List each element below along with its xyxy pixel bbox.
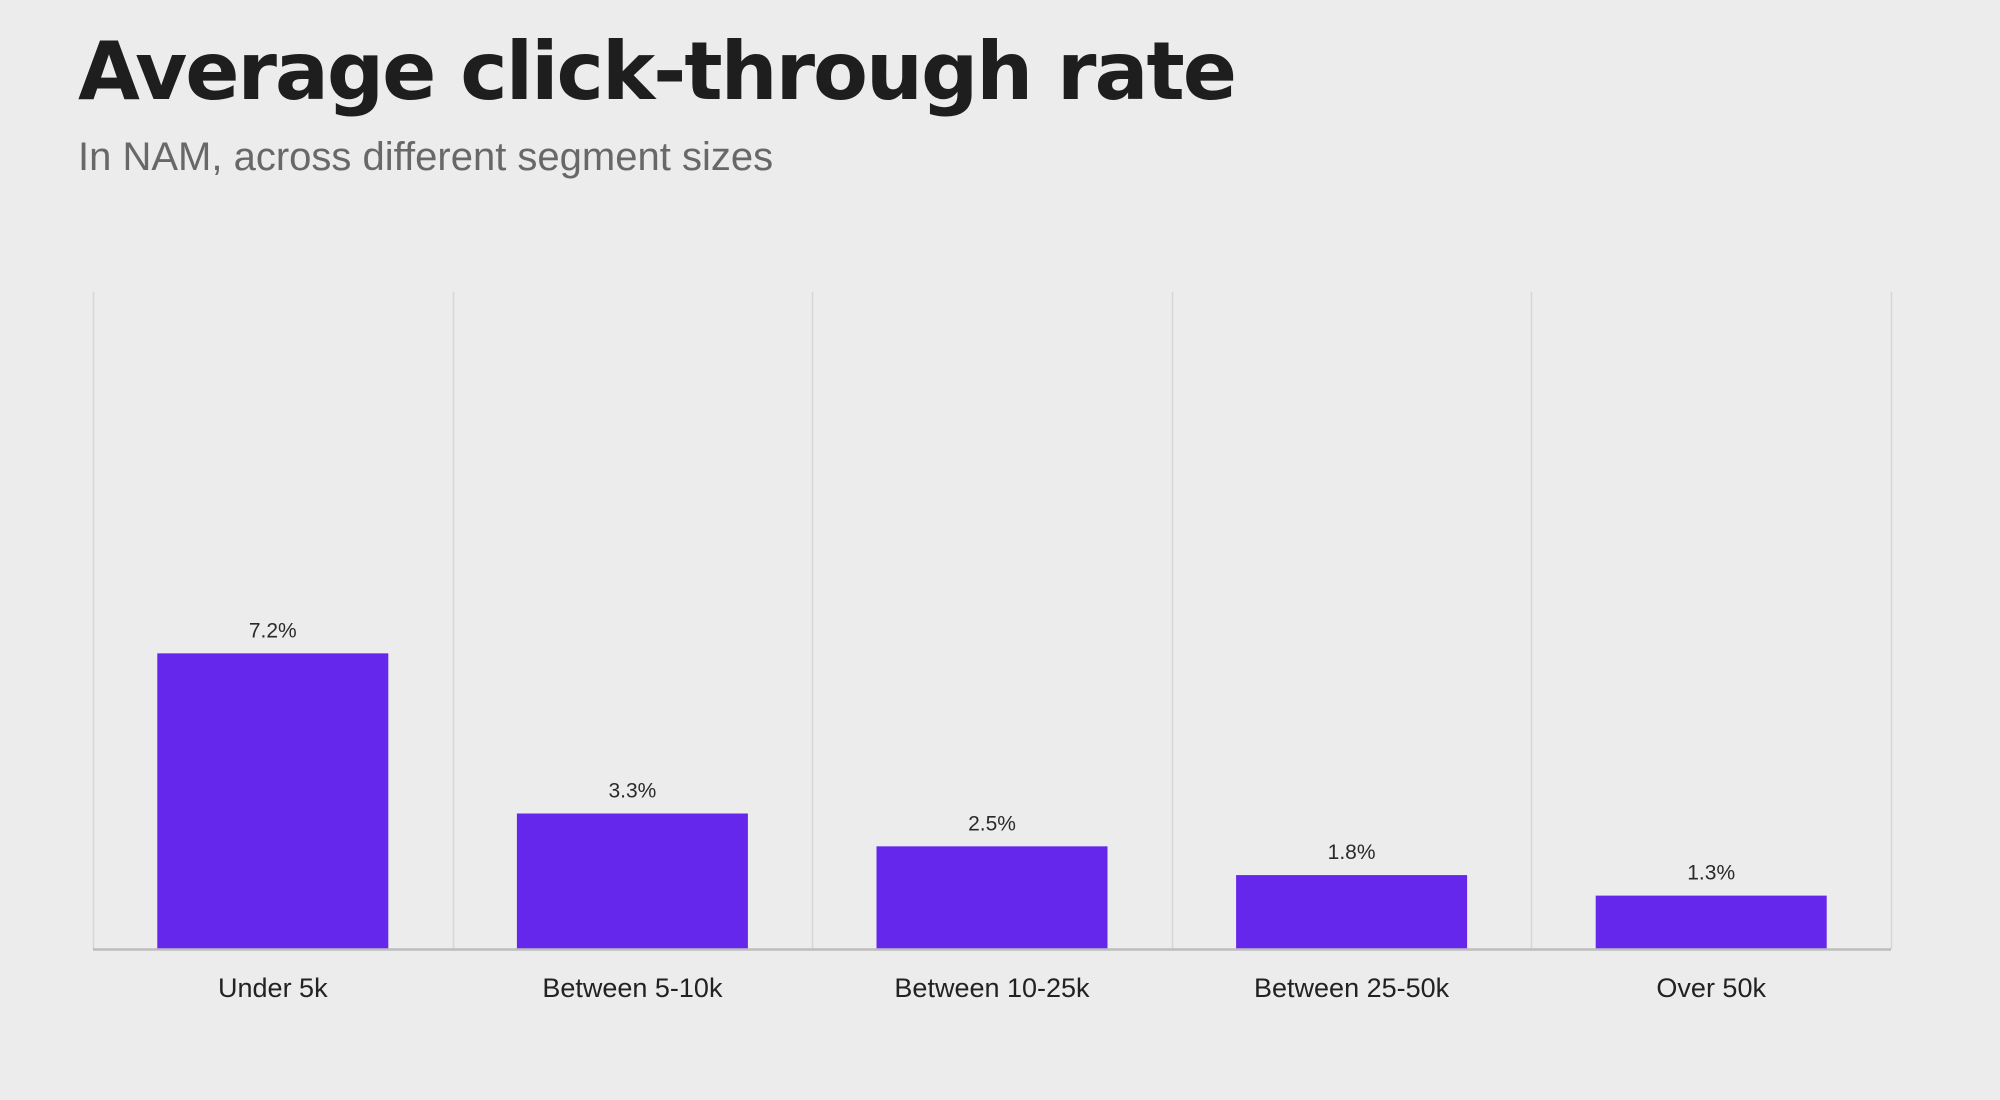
- bar: [1595, 895, 1827, 949]
- bar: [876, 846, 1108, 949]
- bar-value-label: 3.3%: [608, 779, 656, 802]
- bar-value-label: 1.3%: [1687, 862, 1735, 885]
- x-tick-label: Under 5k: [218, 973, 328, 1003]
- bar-value-label: 1.8%: [1328, 841, 1376, 864]
- chart-subtitle: In NAM, across different segment sizes: [78, 135, 774, 179]
- bar: [157, 653, 389, 949]
- bar-value-label: 2.5%: [968, 812, 1016, 835]
- x-tick-label: Between 5-10k: [542, 973, 723, 1003]
- x-tick-label: Over 50k: [1656, 973, 1766, 1003]
- chart-title: Average click-through rate: [78, 25, 1237, 118]
- bar: [1236, 875, 1468, 949]
- x-tick-label: Between 10-25k: [894, 973, 1090, 1003]
- x-tick-label: Between 25-50k: [1254, 973, 1450, 1003]
- bar: [516, 813, 748, 949]
- bar-value-label: 7.2%: [249, 619, 297, 642]
